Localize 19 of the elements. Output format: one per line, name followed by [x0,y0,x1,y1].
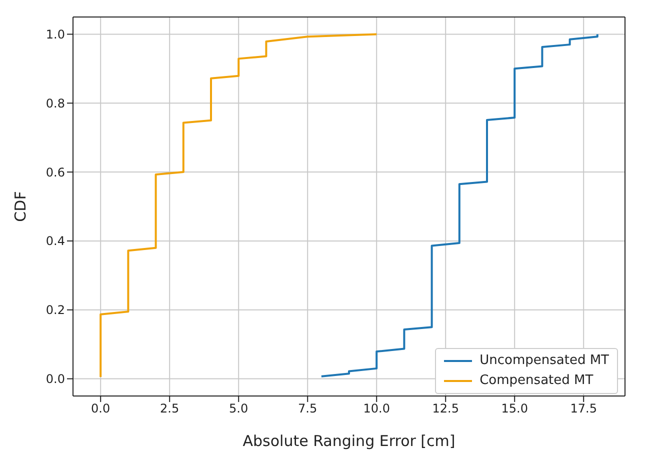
x-tick-label: 15.0 [501,402,528,416]
x-tick-label: 7.5 [298,402,318,416]
x-tick-label: 0.0 [91,402,110,416]
x-tick-label: 2.5 [160,402,180,416]
legend-label: Compensated MT [480,372,594,390]
y-tick-label: 0.0 [46,372,65,386]
y-axis-title: CDF [11,191,30,222]
x-tick-label: 12.5 [432,402,459,416]
x-tick-label: 10.0 [363,402,390,416]
y-tick-label: 1.0 [46,27,65,42]
x-tick-label: 5.0 [229,402,248,416]
y-tick-label: 0.4 [46,234,65,248]
x-tick-label: 17.5 [570,402,597,416]
y-tick-label: 0.8 [46,96,65,110]
x-axis-title: Absolute Ranging Error [cm] [242,432,456,450]
y-tick-label: 0.6 [46,165,65,180]
y-tick-label: 0.2 [46,303,65,318]
legend-label: Uncompensated MT [480,352,609,370]
line-series [100,33,378,378]
